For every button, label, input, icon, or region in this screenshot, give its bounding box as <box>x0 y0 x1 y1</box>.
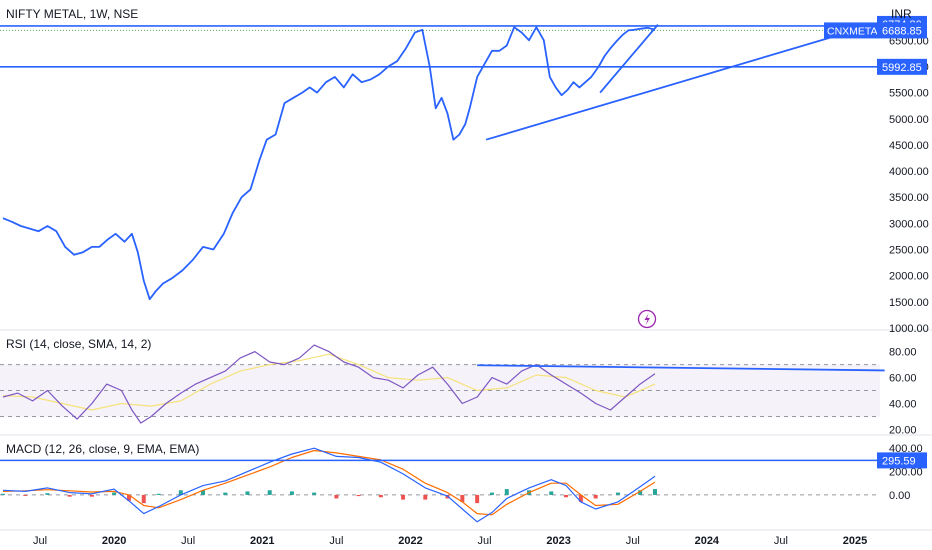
y-tick-label: 4000.00 <box>889 166 929 178</box>
macd-title[interactable]: MACD (12, 26, close, 9, EMA, EMA) <box>6 442 200 456</box>
macd-histogram-bar <box>334 494 339 499</box>
macd-histogram-bar <box>615 492 620 495</box>
macd-histogram-bar <box>489 492 494 495</box>
macd-histogram-bar <box>67 494 72 497</box>
x-tick-label: Jul <box>626 535 640 547</box>
y-tick-label: 1500.00 <box>889 297 929 309</box>
y-tick-label: 40.00 <box>889 399 917 411</box>
x-tick-label: 2025 <box>843 535 867 547</box>
macd-histogram-bar <box>564 494 569 498</box>
y-tick-label: 5000.00 <box>889 114 929 126</box>
macd-histogram-bar <box>593 494 598 499</box>
macd-histogram-bar <box>578 494 583 502</box>
macd-histogram-bar <box>23 494 28 496</box>
trendline <box>485 20 885 141</box>
last-price-badge-bg <box>877 22 927 39</box>
x-tick-label: Jul <box>181 535 195 547</box>
y-tick-label: 400.00 <box>889 443 923 455</box>
macd-histogram-bar <box>223 492 228 495</box>
macd-histogram-bar <box>89 494 94 497</box>
macd-level-badge-bg <box>877 452 927 469</box>
x-tick-label: Jul <box>774 535 788 547</box>
macd-histogram-bar <box>267 490 272 495</box>
y-tick-label: 3000.00 <box>889 218 929 230</box>
macd-histogram-bar <box>178 490 183 495</box>
macd-histogram-bar <box>549 491 554 495</box>
macd-histogram-bar <box>504 489 509 495</box>
y-tick-label: 5500.00 <box>889 88 929 100</box>
rsi-trendline <box>477 364 885 372</box>
x-tick-label: 2022 <box>398 535 422 547</box>
macd-level-badge: 295.59 <box>882 455 916 467</box>
macd-histogram-bar <box>652 489 657 495</box>
macd-histogram-bar <box>126 494 131 501</box>
macd-histogram-bar <box>460 494 465 502</box>
y-tick-label: 200.00 <box>889 467 923 479</box>
macd-histogram-bar <box>245 491 250 495</box>
symbol-badge-bg <box>824 22 878 39</box>
y-tick-label: 80.00 <box>889 347 917 359</box>
y-tick-label: 4500.00 <box>889 140 929 152</box>
macd-histogram-bar <box>638 490 643 495</box>
macd-histogram-bar <box>356 494 361 497</box>
y-tick-label: 2000.00 <box>889 271 929 283</box>
macd-histogram-bar <box>312 492 317 495</box>
chart-title: NIFTY METAL, 1W, NSE <box>6 7 139 21</box>
macd-histogram-bar <box>475 494 480 504</box>
y-tick-label: 20.00 <box>889 425 917 437</box>
rsi-title[interactable]: RSI (14, close, SMA, 14, 2) <box>6 337 152 351</box>
macd-line <box>2 447 656 523</box>
symbol-badge: CNXMETAL <box>827 25 884 37</box>
x-tick-label: 2023 <box>546 535 570 547</box>
macd-histogram-bar <box>289 491 294 495</box>
y-tick-label: 3500.00 <box>889 192 929 204</box>
y-tick-label: 2500.00 <box>889 245 929 257</box>
macd-histogram-bar <box>1 493 5 495</box>
trendline <box>599 24 659 94</box>
price-line <box>2 26 656 301</box>
lightning-bolt-icon <box>644 313 650 325</box>
macd-histogram-bar <box>112 492 117 495</box>
y-tick-label: 0.00 <box>889 490 910 502</box>
macd-histogram-bar <box>401 494 406 500</box>
x-tick-label: Jul <box>478 535 492 547</box>
macd-histogram-bar <box>423 494 428 500</box>
macd-histogram-bar <box>156 493 161 495</box>
rsi-ma-line <box>2 353 656 411</box>
rsi-line <box>2 344 656 424</box>
x-tick-label: Jul <box>329 535 343 547</box>
last-price-badge: 6688.85 <box>882 25 922 37</box>
level-badge-bg <box>877 58 927 75</box>
x-tick-label: 2021 <box>250 535 274 547</box>
y-tick-label: 60.00 <box>889 373 917 385</box>
x-tick-label: 2020 <box>102 535 126 547</box>
y-tick-label: 1000.00 <box>889 323 929 335</box>
currency-label[interactable]: INR <box>891 7 912 21</box>
x-tick-label: Jul <box>33 535 47 547</box>
level-badge: 5992.85 <box>882 62 922 74</box>
macd-histogram-bar <box>201 490 206 495</box>
macd-histogram-bar <box>45 493 50 495</box>
macd-histogram-bar <box>141 494 146 504</box>
macd-histogram-bar <box>378 494 383 498</box>
x-tick-label: 2024 <box>695 535 720 547</box>
